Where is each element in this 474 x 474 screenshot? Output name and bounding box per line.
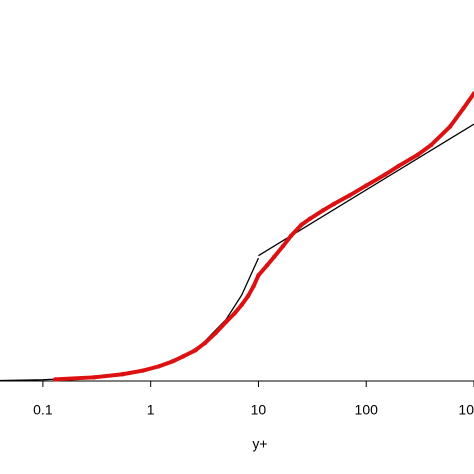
data-point bbox=[52, 377, 58, 382]
data-line bbox=[55, 92, 474, 382]
data-point bbox=[396, 163, 401, 169]
data-point bbox=[461, 105, 466, 111]
x-axis-label: y+ bbox=[252, 436, 267, 452]
data-point bbox=[223, 319, 229, 325]
data-point bbox=[299, 222, 304, 228]
data-point bbox=[92, 375, 97, 380]
data-point bbox=[180, 354, 186, 359]
data-point bbox=[140, 368, 146, 373]
x-tick-label: 0.1 bbox=[33, 402, 53, 418]
data-point bbox=[245, 293, 251, 299]
x-tick-label: 1000 bbox=[458, 402, 474, 418]
data-point bbox=[120, 372, 125, 377]
data-point bbox=[170, 359, 175, 364]
data-point bbox=[239, 302, 244, 307]
data-point bbox=[193, 348, 198, 353]
data-point bbox=[364, 183, 369, 188]
data-point bbox=[428, 142, 434, 148]
x-tick-label: 100 bbox=[355, 402, 379, 418]
data-point bbox=[383, 172, 388, 177]
data-point bbox=[471, 91, 474, 96]
x-tick-label: 10 bbox=[251, 402, 267, 418]
data-point bbox=[271, 254, 277, 260]
x-tick-label: 1 bbox=[147, 402, 155, 418]
data-point bbox=[331, 201, 336, 207]
data-point bbox=[321, 207, 326, 213]
data-point bbox=[347, 193, 352, 198]
data-point bbox=[264, 263, 270, 268]
data-point bbox=[447, 124, 453, 129]
data-point bbox=[213, 330, 218, 336]
data-point bbox=[232, 311, 237, 316]
data-point bbox=[281, 243, 286, 249]
data-point bbox=[202, 340, 208, 346]
reference-line bbox=[0, 257, 260, 382]
data-point bbox=[157, 364, 162, 369]
data-point bbox=[307, 216, 313, 221]
data-point bbox=[288, 233, 294, 239]
data-point bbox=[251, 284, 256, 289]
data-point bbox=[415, 152, 420, 158]
data-point bbox=[256, 273, 261, 278]
